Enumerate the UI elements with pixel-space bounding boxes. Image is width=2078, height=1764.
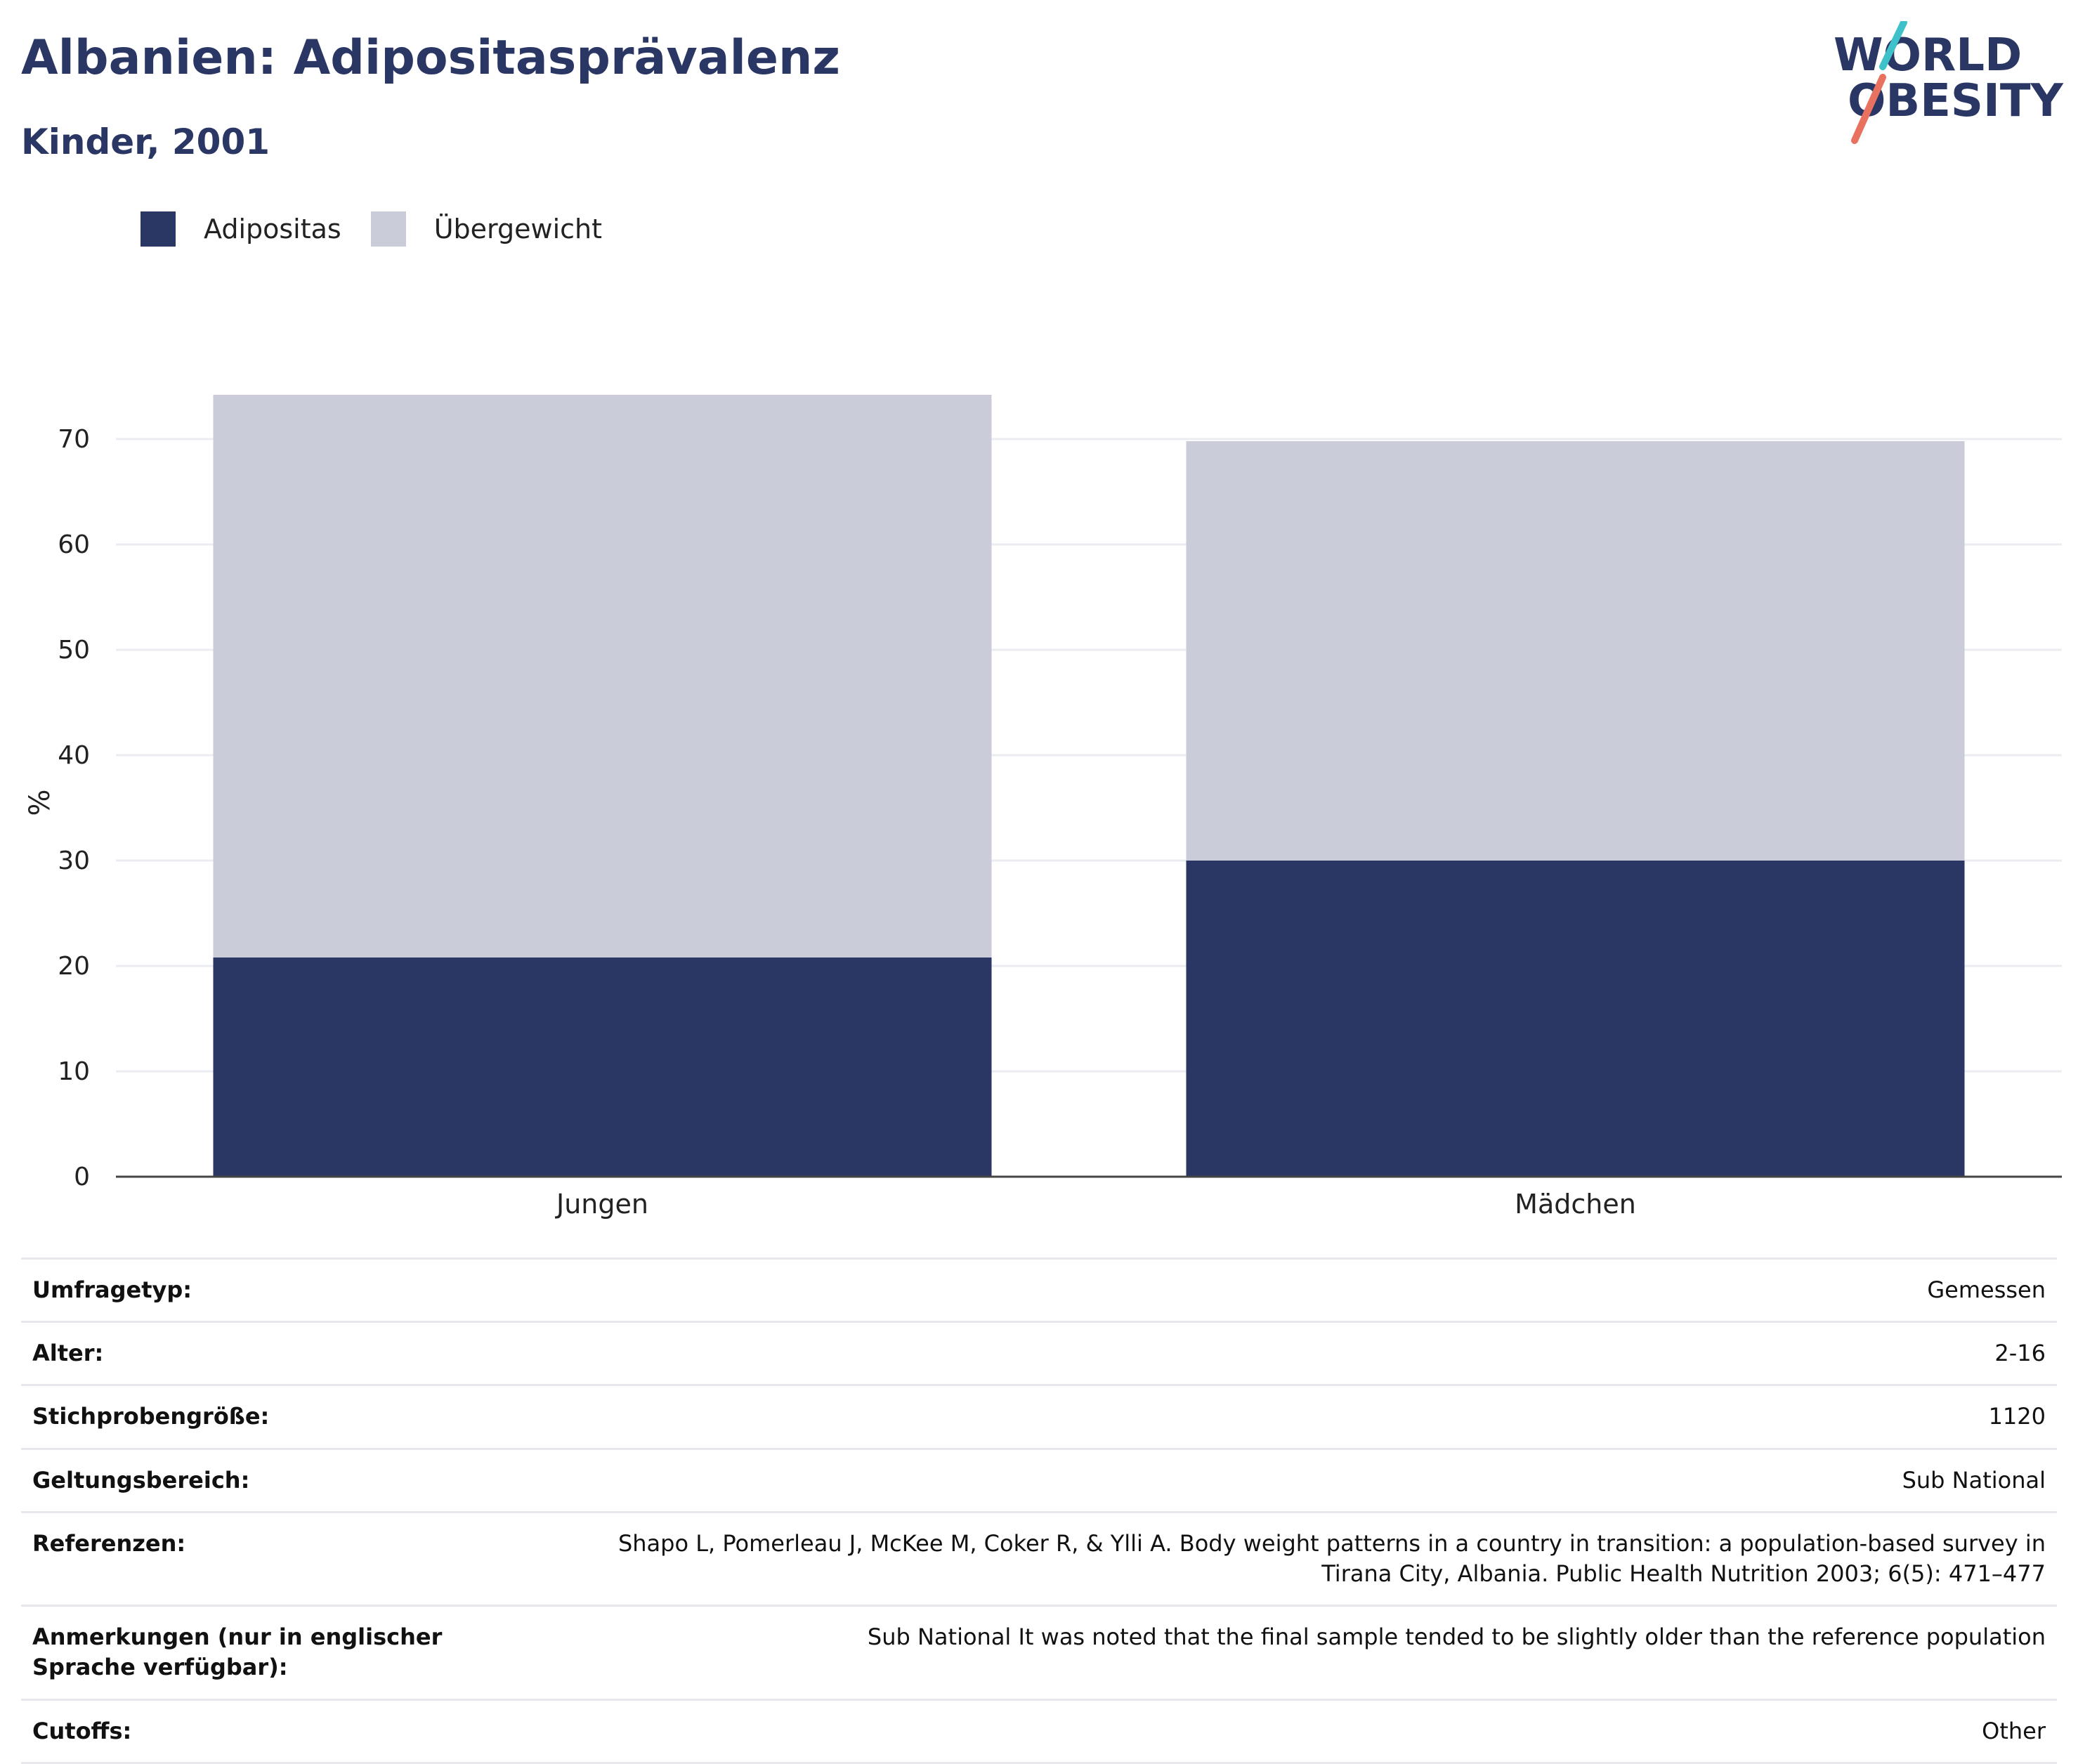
logo-slash-teal [1879,19,1907,70]
y-tick-label-50: 50 [58,636,90,665]
info-key: Geltungsbereich: [32,1466,250,1494]
y-tick-label-40: 40 [58,741,90,770]
chart-legend: Adipositas Übergewicht [141,208,632,250]
legend-label-uebergewicht: Übergewicht [433,214,602,244]
x-category-label-1: Mädchen [1515,1189,1636,1220]
info-row: Geltungsbereich: Sub National [21,1450,2057,1513]
info-row: Umfragetyp: Gemessen [21,1260,2057,1324]
legend-label-adipositas: Adipositas [204,214,341,244]
chart-subtitle: Kinder, 2001 [21,122,270,162]
info-row: Cutoffs: Other [21,1701,2057,1764]
info-value: Sub National It was noted that the final… [867,1623,2046,1651]
info-value: Other [1982,1717,2046,1744]
y-tick-label-10: 10 [58,1057,90,1086]
x-category-label-0: Jungen [555,1189,648,1220]
info-key: Stichprobengröße: [32,1403,270,1430]
y-tick-label-60: 60 [58,530,90,559]
y-tick-label-30: 30 [58,847,90,875]
survey-info-table: Umfragetyp: Gemessen Alter: 2-16 Stichproben… [21,1257,2057,1764]
info-row: Stichprobengröße: 1120 [21,1386,2057,1450]
legend-swatch-uebergewicht [370,211,406,247]
info-value: Sub National [1902,1466,2046,1494]
info-key: Cutoffs: [32,1717,132,1744]
legend-item-adipositas[interactable]: Adipositas [141,211,341,247]
legend-item-uebergewicht[interactable]: Übergewicht [370,211,602,247]
world-obesity-logo: WORLD OBESITY [1834,19,2072,148]
info-key: Umfragetyp: [32,1276,192,1303]
logo-text-line1: WORLD [1834,30,2022,81]
info-value: 1120 [1988,1403,2046,1430]
info-value: Gemessen [1927,1276,2046,1303]
y-tick-label-70: 70 [58,425,90,454]
stacked-bar-chart: 0 10 20 30 40 50 60 70 Jungen Mädchen% [24,395,2062,1220]
info-value: 2-16 [1994,1340,2046,1367]
legend-swatch-adipositas [141,211,176,247]
y-tick-label-20: 20 [58,952,90,981]
info-row: Anmerkungen (nur in englischer Sprache v… [21,1607,2057,1701]
bar-mädchen-adipositas[interactable] [1186,861,1965,1177]
bar-mädchen-uebergewicht[interactable] [1186,441,1965,861]
bar-jungen-adipositas[interactable] [213,958,992,1177]
info-key: Alter: [32,1340,104,1367]
y-tick-label-0: 0 [74,1163,90,1191]
world-obesity-logo-graphic: WORLD OBESITY [1834,19,2063,144]
info-row: Alter: 2-16 [21,1323,2057,1387]
y-axis-title: % [24,789,56,816]
chart-title: Albanien: Adipositasprävalenz [21,30,840,86]
bar-jungen-uebergewicht[interactable] [213,395,992,958]
logo-slash-coral [1851,74,1886,144]
info-value: Shapo L, Pomerleau J, McKee M, Coker R, … [617,1529,2046,1587]
info-key: Anmerkungen (nur in englischer Sprache v… [32,1623,443,1681]
info-row: Referenzen: Shapo L, Pomerleau J, McKee M… [21,1513,2057,1607]
info-key: Referenzen: [32,1529,186,1557]
